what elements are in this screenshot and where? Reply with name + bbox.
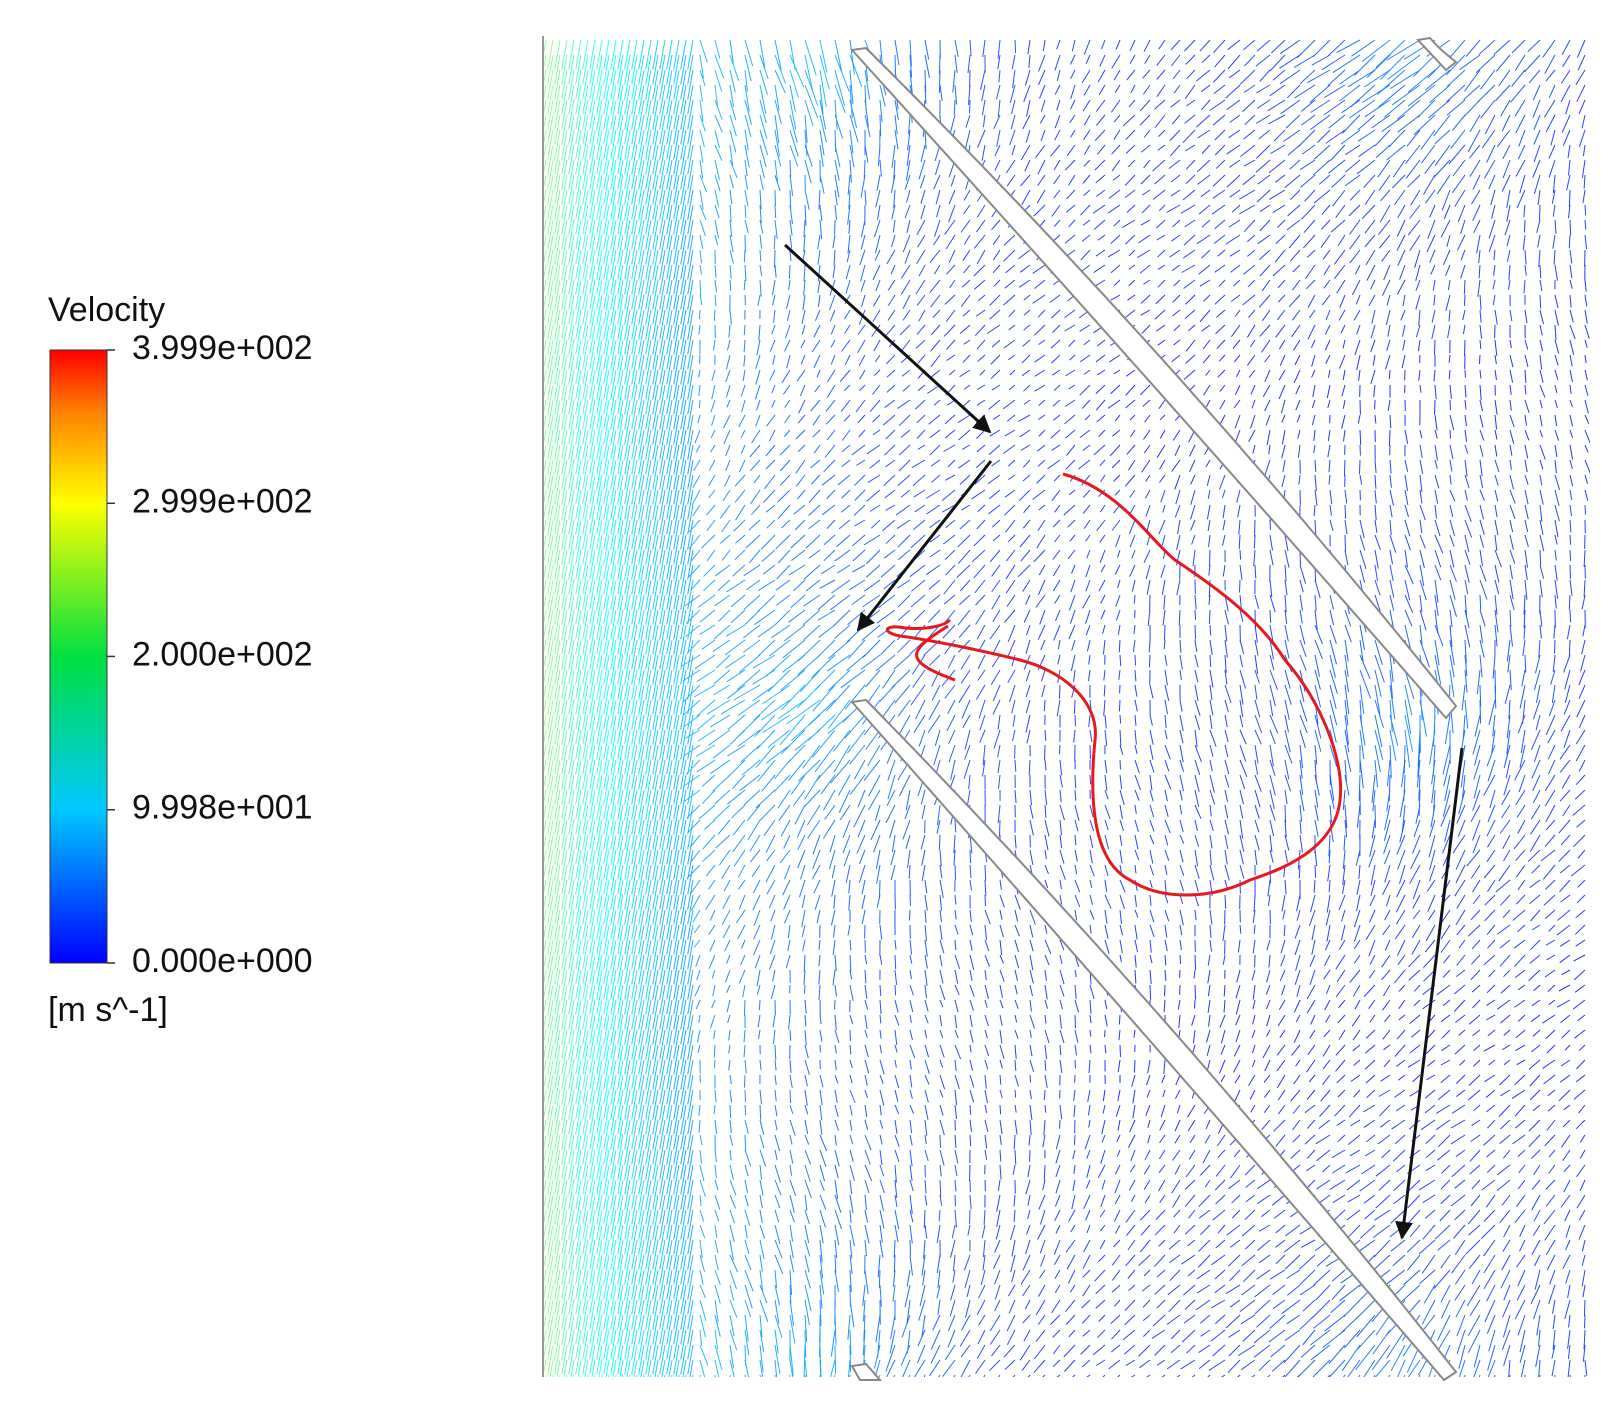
blade: [850, 698, 1458, 1382]
color-bar: [49, 349, 108, 964]
tick-label: 0.000e+000: [132, 942, 313, 980]
tick-label: 9.998e+001: [132, 789, 313, 827]
velocity-vectors: [1089, 264, 1590, 1159]
arrow: [856, 460, 993, 632]
velocity-vectors: [694, 39, 1414, 1377]
legend-title: Velocity: [48, 291, 165, 329]
vortex-sketch: [915, 624, 956, 682]
velocity-vectors: [582, 39, 603, 1377]
velocity-vectors: [568, 39, 582, 1377]
annotations: [783, 243, 1464, 1240]
velocity-vectors: [723, 39, 1436, 1377]
velocity-vectors: [596, 39, 617, 1377]
velocity-vectors: [624, 39, 652, 1377]
blade: [849, 46, 1458, 720]
blades: [849, 36, 1458, 1382]
velocity-vectors: [638, 39, 680, 1377]
velocity-vectors: [917, 39, 1588, 1377]
velocity-vectors: [575, 39, 589, 1377]
tick-label: 2.000e+002: [132, 635, 313, 673]
velocity-vectors: [652, 39, 830, 1377]
vortex-sketch: [886, 472, 1343, 897]
velocity-vectors: [839, 39, 1556, 1377]
arrow: [783, 243, 992, 434]
tick-label: 3.999e+002: [132, 329, 313, 367]
velocity-vectors: [749, 39, 1469, 1377]
legend-unit: [m s^-1]: [48, 991, 168, 1029]
arrow: [1395, 747, 1464, 1240]
velocity-vectors: [547, 39, 561, 1377]
velocity-vectors: [554, 39, 568, 1377]
blade: [1415, 36, 1458, 72]
legend: Velocity [m s^-1] 3.999e+002 2.999e+002 2.…: [48, 291, 313, 1029]
vector-field: [543, 39, 1590, 1377]
velocity-vectors: [781, 39, 1497, 1377]
velocity-vectors: [673, 39, 863, 1377]
blade: [850, 1362, 883, 1381]
velocity-vectors: [610, 39, 638, 1377]
tick-label: 2.999e+002: [132, 482, 313, 520]
